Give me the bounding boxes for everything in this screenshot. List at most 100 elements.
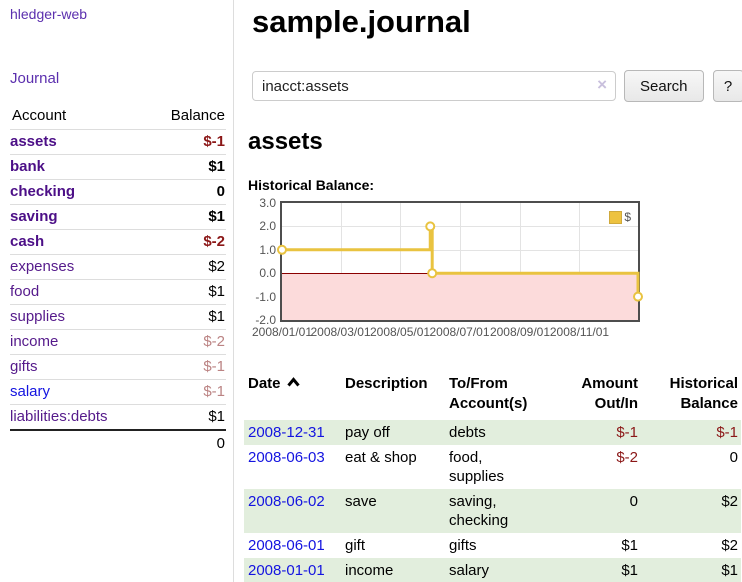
account-link-liabilities-debts[interactable]: liabilities:debts bbox=[10, 408, 108, 425]
transaction-balance: $2 bbox=[721, 537, 738, 554]
transaction-date-link[interactable]: 2008-06-03 bbox=[248, 449, 325, 466]
search-input[interactable] bbox=[252, 71, 616, 101]
account-balance: $-1 bbox=[146, 354, 226, 380]
help-button[interactable]: ? bbox=[712, 70, 742, 102]
transaction-accounts: gifts bbox=[449, 537, 477, 554]
account-row: cash $-2 bbox=[10, 229, 226, 255]
y-axis-tick-label: 3.0 bbox=[259, 196, 276, 210]
account-balance: $1 bbox=[146, 404, 226, 430]
account-link-food[interactable]: food bbox=[10, 283, 40, 300]
account-link-expenses[interactable]: expenses bbox=[10, 258, 75, 275]
transaction-date-link[interactable]: 2008-06-02 bbox=[248, 493, 325, 510]
register-header-date[interactable]: Date bbox=[244, 372, 341, 420]
account-link-gifts[interactable]: gifts bbox=[10, 358, 38, 375]
account-row: salary $-1 bbox=[10, 379, 226, 405]
transaction-balance: $2 bbox=[641, 489, 741, 533]
x-axis-tick-label: 2008/03/01 bbox=[310, 325, 371, 339]
account-balance: $-1 bbox=[146, 129, 226, 155]
account-link-income[interactable]: income bbox=[10, 333, 59, 350]
account-link-saving[interactable]: saving bbox=[10, 208, 58, 225]
transaction-accounts: salary bbox=[445, 558, 543, 582]
register-table: Date Description To/From Account(s) Amount Ou… bbox=[244, 372, 741, 582]
account-balance: $-2 bbox=[146, 229, 226, 255]
x-axis-tick-label: 2008/05/01 bbox=[369, 325, 431, 339]
accounts-total-value: 0 bbox=[146, 429, 226, 456]
transaction-date-link[interactable]: 2008-01-01 bbox=[248, 562, 325, 579]
transaction-amount: $1 bbox=[543, 558, 641, 582]
y-axis-tick-label: 0.0 bbox=[259, 266, 276, 281]
gridline bbox=[340, 203, 342, 320]
account-balance: $1 bbox=[146, 154, 226, 180]
transaction-description: pay off bbox=[341, 420, 445, 445]
transaction-description: gift bbox=[345, 537, 366, 554]
register-header-historical: Historical Balance bbox=[669, 375, 738, 412]
y-axis-tick-label: -1.0 bbox=[255, 289, 276, 304]
accounts-header-account: Account bbox=[12, 107, 67, 124]
account-row: expenses $2 bbox=[10, 254, 226, 280]
transaction-accounts: debts bbox=[445, 420, 543, 445]
legend-label: $ bbox=[624, 210, 631, 224]
account-balance: $1 bbox=[146, 204, 226, 230]
account-row: saving $1 bbox=[10, 204, 226, 230]
transaction-balance: $1 bbox=[641, 558, 741, 582]
clear-search-icon[interactable]: × bbox=[597, 75, 607, 94]
account-link-cash[interactable]: cash bbox=[10, 233, 45, 250]
account-row: liabilities:debts $1 bbox=[10, 404, 226, 430]
transaction-amount: $-1 bbox=[543, 420, 641, 445]
x-axis-tick-label: 2008/01/01 bbox=[251, 325, 313, 339]
transaction-amount: $-2 bbox=[616, 449, 638, 466]
account-row: bank $1 bbox=[10, 154, 226, 180]
y-axis-tick-label: 2.0 bbox=[259, 219, 276, 234]
account-row: assets $-1 bbox=[10, 129, 226, 155]
account-row: checking 0 bbox=[10, 179, 226, 205]
transaction-description: eat & shop bbox=[345, 449, 417, 466]
register-row: 2008-06-01 gift gifts $1 $2 bbox=[244, 533, 741, 558]
account-balance: $-1 bbox=[146, 379, 226, 405]
account-balance: $1 bbox=[146, 279, 226, 305]
transaction-date-link[interactable]: 2008-06-01 bbox=[248, 537, 325, 554]
gridline bbox=[519, 203, 521, 320]
register-row: 2008-01-01 income salary $1 $1 bbox=[244, 558, 741, 582]
account-balance: $2 bbox=[146, 254, 226, 280]
search-button[interactable]: Search bbox=[624, 70, 704, 102]
main-content: sample.journal × Search ? assets Histori… bbox=[234, 0, 742, 582]
account-link-bank[interactable]: bank bbox=[10, 158, 46, 175]
y-axis-tick-label: -2.0 bbox=[255, 313, 276, 327]
brand-link[interactable]: hledger-web bbox=[10, 6, 88, 22]
transaction-date-link[interactable]: 2008-12-31 bbox=[248, 424, 325, 441]
chart-legend: $ bbox=[609, 210, 631, 224]
account-link-checking[interactable]: checking bbox=[10, 183, 76, 200]
transaction-accounts: saving, checking bbox=[445, 489, 543, 533]
search-form: × Search ? bbox=[252, 70, 742, 102]
transaction-description: save bbox=[341, 489, 445, 533]
account-link-supplies[interactable]: supplies bbox=[10, 308, 66, 325]
negative-region bbox=[282, 273, 638, 320]
account-balance: $1 bbox=[146, 304, 226, 330]
account-balance: $-2 bbox=[146, 329, 226, 355]
x-axis-tick-label: 2008/07/01 bbox=[429, 325, 490, 339]
transaction-balance: 0 bbox=[729, 449, 738, 466]
gridline bbox=[579, 203, 581, 320]
register-row: 2008-06-02 save saving, checking 0 $2 bbox=[244, 489, 741, 533]
x-axis-tick-label: 2008/11/01 bbox=[549, 325, 610, 339]
page-title: sample.journal bbox=[252, 4, 471, 39]
transaction-amount: $1 bbox=[621, 537, 638, 554]
balance-series-line bbox=[277, 221, 643, 302]
x-axis-tick-label: 2008/09/01 bbox=[489, 325, 550, 339]
sidebar-item-journal[interactable]: Journal bbox=[10, 70, 60, 87]
chart-label: Historical Balance: bbox=[248, 177, 375, 193]
account-link-assets[interactable]: assets bbox=[10, 133, 57, 150]
account-link-salary[interactable]: salary bbox=[10, 383, 51, 400]
sort-ascending-icon bbox=[286, 377, 300, 387]
account-row: gifts $-1 bbox=[10, 354, 226, 380]
register-header-amount: Amount Out/In bbox=[581, 375, 638, 412]
account-row: food $1 bbox=[10, 279, 226, 305]
gridline bbox=[459, 203, 461, 320]
accounts-table: Account Balance assets $-1 bank $1 checking 0… bbox=[10, 103, 226, 456]
transaction-description: income bbox=[341, 558, 445, 582]
account-row: supplies $1 bbox=[10, 304, 226, 330]
register-header-description: Description bbox=[345, 375, 428, 392]
account-title: assets bbox=[248, 128, 323, 155]
account-row: income $-2 bbox=[10, 329, 226, 355]
